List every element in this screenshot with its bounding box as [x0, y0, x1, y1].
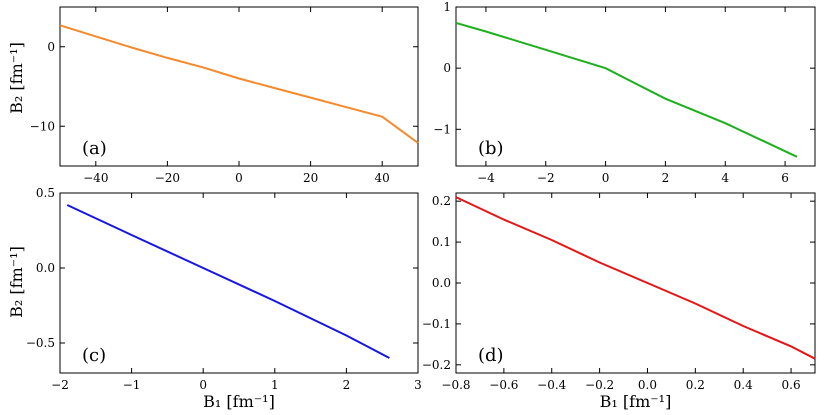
panel-a: −40 −20 0 20 40 0 −10 (a) — [30, 6, 419, 185]
x-tick-label: −0.6 — [489, 378, 518, 392]
y-tick-label: 0.0 — [36, 261, 55, 275]
y-tick-label: 0.1 — [432, 235, 451, 249]
x-tick-label: 40 — [375, 171, 390, 185]
plot-frame — [455, 192, 816, 374]
x-tick-label: 3 — [414, 378, 422, 392]
series-line — [455, 196, 816, 360]
x-tick-label: −2 — [51, 378, 69, 392]
x-tick-label: 6 — [781, 171, 789, 185]
x-tick-label: 1 — [271, 378, 279, 392]
x-tick-label: 2 — [662, 171, 670, 185]
x-tick-label: 0.0 — [638, 378, 657, 392]
plot-frame — [59, 192, 419, 374]
chart-panels: −40 −20 0 20 400−10(a)−4 −2 0 2 4 610−1(b)−2 −1 0 1 2… — [26, 0, 816, 411]
series-line — [66, 204, 390, 359]
x-tick-label: 4 — [721, 171, 729, 185]
panel-label: (d) — [478, 345, 504, 366]
y-tick-label: 0.2 — [432, 194, 451, 208]
x-tick-label: −2 — [537, 171, 555, 185]
x-tick-label: −4 — [477, 171, 495, 185]
panel-label: (b) — [478, 138, 504, 159]
ylabel-top: B₂ [fm⁻¹] — [7, 42, 26, 114]
x-tick-label: −0.2 — [585, 378, 614, 392]
x-tick-label: −0.4 — [537, 378, 567, 392]
x-tick-label: 0 — [235, 171, 243, 185]
y-axis-labels: B₂ [fm⁻¹] B₂ [fm⁻¹] — [7, 42, 26, 318]
ylabel-bottom: B₂ [fm⁻¹] — [7, 246, 26, 318]
panel-d: −0.8 −0.6 −0.4 −0.2 0.0 0.2 0.4 0.6 0.2 0.1 0.0 −0.… — [422, 192, 816, 411]
y-tick-label: 1 — [443, 0, 451, 14]
plot-frame — [455, 6, 816, 167]
y-tick-label: 0.0 — [432, 276, 451, 290]
panel-label: (c) — [82, 345, 106, 366]
x-tick-label: 0 — [199, 378, 207, 392]
y-tick-label: −10 — [30, 119, 55, 133]
x-tick-label: 0.2 — [686, 378, 705, 392]
x-tick-label: −1 — [123, 378, 141, 392]
y-tick-label: 0.5 — [36, 186, 55, 200]
panel-c: −2 −1 0 1 2 3 0.5 0.0 −0.5 (c) B₁ [fm⁻¹] — [26, 186, 422, 411]
x-tick-label: 0.6 — [782, 378, 801, 392]
x-tick-label: 20 — [303, 171, 318, 185]
x-tick-label: 2 — [343, 378, 351, 392]
x-tick-label: 0 — [602, 171, 610, 185]
x-axis-label: B₁ [fm⁻¹] — [203, 392, 275, 411]
x-tick-label: −40 — [83, 171, 108, 185]
y-tick-label: −1 — [433, 122, 451, 136]
x-tick-label: −20 — [155, 171, 180, 185]
panel-label: (a) — [82, 138, 107, 159]
plot-frame — [59, 6, 419, 167]
y-tick-label: 0 — [47, 40, 55, 54]
series-line — [59, 24, 419, 144]
y-tick-label: −0.2 — [422, 358, 451, 372]
y-tick-label: −0.1 — [422, 317, 451, 331]
x-axis-label: B₁ [fm⁻¹] — [600, 392, 672, 411]
series-line — [455, 21, 798, 158]
y-tick-label: −0.5 — [26, 336, 55, 350]
x-tick-label: −0.8 — [441, 378, 470, 392]
x-tick-label: 0.4 — [734, 378, 753, 392]
panel-b: −4 −2 0 2 4 6 1 0 −1 (b) — [433, 0, 816, 185]
y-tick-label: 0 — [443, 61, 451, 75]
